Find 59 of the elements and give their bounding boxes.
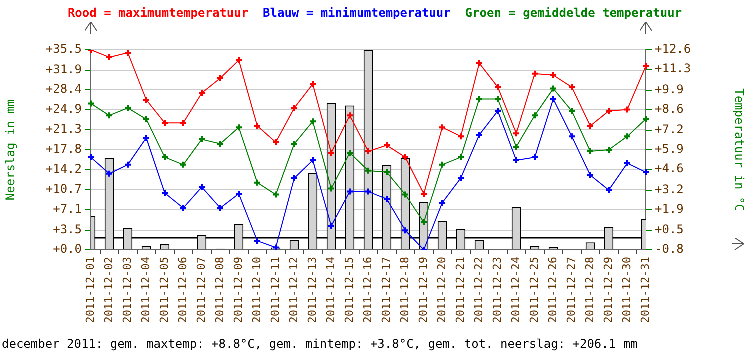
x-tick-label: 2011-12-08 (213, 257, 226, 324)
y2-tick-label: +1.9 (655, 202, 684, 216)
y2-tick-label: +8.6 (655, 102, 684, 116)
y-tick-label: +14.2 (46, 162, 82, 176)
x-tick-label: 2011-12-05 (158, 257, 171, 324)
x-tick-label: 2011-12-12 (287, 257, 300, 324)
text: december 2011: gem. maxtemp: +8.8°C, gem. mintemp: +3.8°C, gem. tot. neerslag: +206.1 mm (2, 337, 638, 352)
text: Blauw = minimumtemperatuur (263, 6, 451, 20)
x-tick-label: 2011-12-09 (232, 257, 245, 324)
x-tick-label: 2011-12-03 (120, 257, 134, 324)
x-tick-label: 2011-12-26 (546, 257, 560, 324)
y-tick-label: +10.7 (46, 182, 82, 196)
x-tick-label: 2011-12-02 (102, 257, 116, 324)
y-tick-label: +0.0 (53, 242, 82, 256)
x-tick-label: 2011-12-27 (564, 257, 578, 324)
y2-axis-title: Temperatuur in °C (732, 88, 747, 212)
x-tick-label: 2011-12-13 (306, 257, 319, 324)
x-tick-label: 2011-12-25 (528, 257, 541, 324)
y-tick-label: +31.9 (46, 62, 82, 76)
x-tick-label: 2011-12-23 (490, 257, 504, 324)
y2-tick-label: +3.2 (655, 182, 684, 196)
x-tick-label: 2011-12-22 (472, 257, 486, 324)
x-tick-label: 2011-12-24 (509, 256, 522, 324)
y2-tick-label: +4.6 (655, 162, 684, 176)
x-tick-label: 2011-12-17 (380, 257, 393, 324)
y-tick-label: +21.3 (46, 122, 82, 136)
y-tick-label: +3.5 (53, 222, 82, 236)
x-tick-label: 2011-12-06 (176, 257, 190, 324)
x-tick-label: 2011-12-01 (84, 257, 97, 324)
y2-tick-label: +7.2 (655, 122, 684, 137)
x-tick-label: 2011-12-10 (250, 257, 264, 324)
x-tick-label: 2011-12-31 (638, 257, 652, 324)
x-tick-label: 2011-12-19 (416, 257, 430, 324)
y-tick-label: +28.4 (46, 82, 82, 96)
y-tick-label: +7.1 (53, 202, 82, 216)
x-tick-label: 2011-12-29 (602, 257, 615, 324)
y2-tick-label: +5.9 (655, 142, 684, 156)
y2-tick-label: +0.5 (655, 222, 684, 237)
y2-tick-label: +9.9 (655, 82, 684, 96)
y2-tick-label: -0.8 (655, 242, 684, 256)
y-tick-label: +35.5 (46, 42, 82, 56)
x-tick-label: 2011-12-14 (324, 256, 338, 324)
y2-tick-label: +12.6 (655, 42, 692, 56)
y2-tick-label: +11.3 (655, 62, 692, 76)
y-tick-label: +24.9 (46, 102, 82, 116)
y-tick-label: +17.8 (46, 142, 82, 156)
text: Groen = gemiddelde temperatuur (465, 6, 682, 20)
x-tick-label: 2011-12-21 (454, 257, 467, 324)
x-tick-label: 2011-12-11 (268, 257, 282, 324)
x-tick-label: 2011-12-18 (398, 257, 412, 324)
x-tick-label: 2011-12-04 (139, 256, 152, 324)
x-tick-label: 2011-12-07 (194, 257, 208, 324)
x-tick-label: 2011-12-28 (583, 257, 596, 324)
x-tick-label: 2011-12-30 (620, 257, 634, 324)
x-tick-label: 2011-12-15 (342, 257, 356, 324)
y-axis-title: Neerslag in mm (3, 99, 18, 201)
x-tick-label: 2011-12-20 (435, 257, 448, 324)
x-tick-label: 2011-12-16 (361, 257, 374, 324)
text: Rood = maximumtemperatuur (68, 6, 249, 20)
